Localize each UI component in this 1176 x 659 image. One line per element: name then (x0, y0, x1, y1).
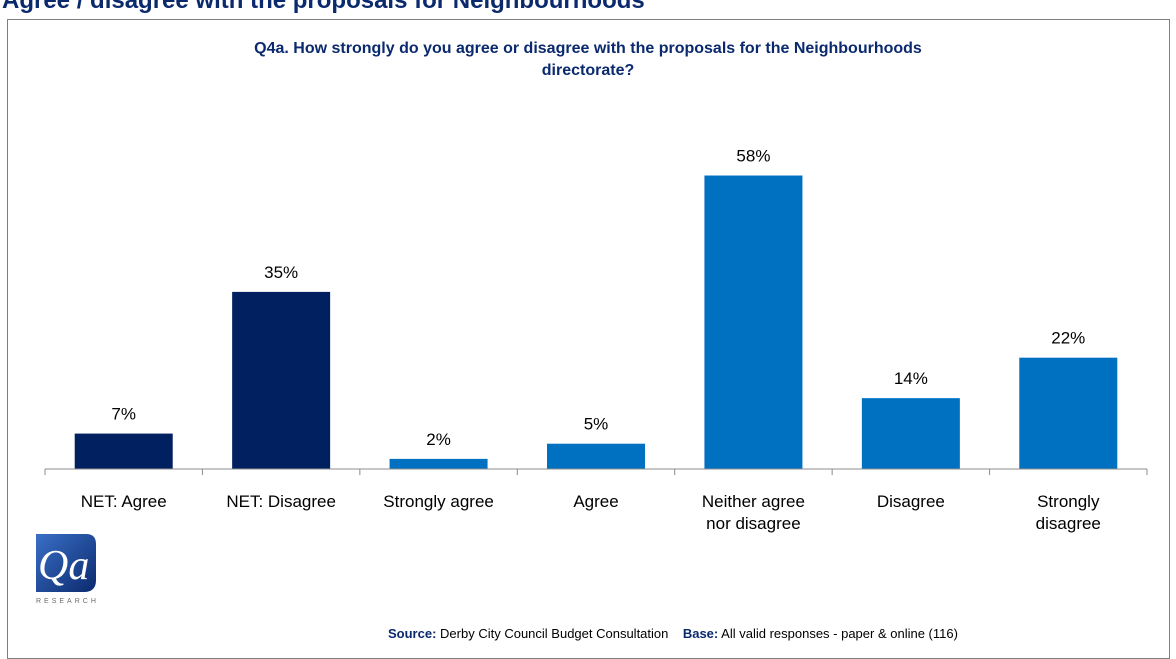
chart-title-line-2: directorate? (541, 62, 635, 79)
data-label: 14% (894, 369, 928, 388)
data-label: 35% (264, 263, 298, 282)
bar (704, 175, 803, 469)
bar-chart: 7% 35% 2% 5% 58% 14% 22% NET: Agree NET: Disagr… (44, 147, 1148, 533)
source-text: Derby City Council Budget Consultation (440, 626, 669, 641)
bar (389, 458, 488, 469)
category-labels-group: NET: Agree NET: Disagree Strongly agree Agr… (81, 492, 1101, 533)
page-banner: Agree / disagree with the proposals for … (2, 0, 645, 14)
category-label: Agree (573, 492, 618, 511)
svg-text:Qa: Qa (38, 543, 89, 589)
data-labels-group: 7% 35% 2% 5% 58% 14% 22% (111, 147, 1085, 449)
category-label: Disagree (877, 492, 945, 511)
svg-text:RESEARCH: RESEARCH (36, 598, 99, 605)
x-axis-ticks (44, 469, 1148, 475)
base-text: All valid responses - paper & online (11… (721, 626, 958, 641)
qa-research-logo: Qa RESEARCH (32, 530, 102, 606)
bar (74, 433, 173, 469)
category-label: nor disagree (706, 514, 801, 533)
chart-title: Q4a. How strongly do you agree or disagr… (0, 38, 1176, 82)
chart-title-line-1: Q4a. How strongly do you agree or disagr… (254, 40, 922, 57)
data-label: 2% (426, 430, 451, 449)
footer-source: Source: Derby City Council Budget Consul… (388, 626, 1176, 641)
chart-frame (7, 19, 1170, 659)
bars-group (74, 175, 1118, 469)
data-label: 58% (736, 147, 770, 166)
category-label: Neither agree (702, 492, 805, 511)
base-label: Base: (682, 626, 719, 641)
category-label: Strongly agree (383, 492, 494, 511)
source-label: Source: (388, 626, 437, 641)
bar (547, 443, 645, 469)
bar (1019, 357, 1118, 469)
bar (861, 398, 960, 469)
data-label: 7% (111, 405, 136, 424)
data-label: 5% (584, 415, 609, 434)
bar (232, 291, 331, 469)
category-label: disagree (1036, 514, 1101, 533)
category-label: Strongly (1037, 492, 1100, 511)
category-label: NET: Disagree (226, 492, 336, 511)
data-label: 22% (1051, 329, 1085, 348)
category-label: NET: Agree (81, 492, 167, 511)
